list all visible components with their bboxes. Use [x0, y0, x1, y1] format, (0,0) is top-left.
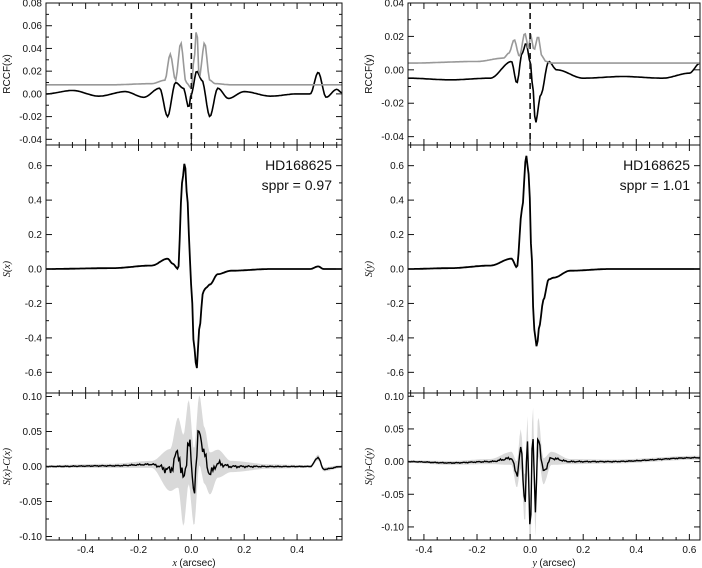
y-axis-label-top: RCCF(x): [2, 54, 13, 93]
y-tick-label: 0.05: [385, 424, 405, 435]
plot-area-right-middle: [408, 155, 700, 347]
y-tick-label: -0.2: [25, 299, 43, 310]
y-axis-label-bottom: S(x)-C(x): [2, 447, 13, 485]
x-tick-label: 0.4: [629, 545, 643, 556]
y-tick-label: -0.10: [381, 522, 404, 533]
y-tick-label: -0.6: [387, 368, 405, 379]
x-axis-label-left: x (arcsec): [171, 558, 215, 568]
uncertainty-band: [408, 407, 700, 540]
y-axis-label-bottom: S(y)-C(y): [364, 447, 375, 485]
panel-right-bottom: -0.10 -0.05 0.00 0.05 0.10 S(y)-C(y): [364, 392, 701, 541]
y-tick-label: -0.02: [19, 112, 42, 123]
x-tick-label: 0.2: [237, 545, 251, 556]
rccf-series-black: [46, 70, 342, 119]
rccf-series-black: [408, 43, 700, 123]
plot-area-left-bottom: [46, 395, 342, 526]
x-tick-label: 0.6: [682, 545, 696, 556]
y-tick-label: 0.0: [28, 265, 42, 276]
y-tick-label: 0.0: [390, 265, 404, 276]
x-axis-label-right: y (arcsec): [531, 558, 575, 568]
x-tick-label: -0.4: [415, 545, 433, 556]
y-tick-label: -0.4: [387, 333, 405, 344]
y-tick-label: 0.05: [23, 427, 43, 438]
y-tick-label: 0.00: [385, 457, 405, 468]
y-tick-label: -0.05: [19, 497, 42, 508]
y-tick-label: 0.00: [385, 65, 405, 76]
y-tick-label: -0.4: [25, 333, 43, 344]
y-axis-label-middle: S(y): [364, 260, 375, 277]
y-tick-label: -0.6: [25, 368, 43, 379]
panel-right-top: -0.04 -0.02 0.00 0.02 0.04 RCCF(y): [364, 0, 701, 146]
y-axis-label-middle: S(x): [2, 260, 13, 277]
y-tick-label: -0.02: [381, 99, 404, 110]
y-axis-label-top: RCCF(y): [364, 54, 375, 93]
uncertainty-band: [46, 395, 342, 526]
x-tick-label: -0.2: [130, 545, 148, 556]
y-tick-label: 0.00: [23, 462, 43, 473]
panel-frame: [407, 392, 701, 541]
plot-area-right-top: [408, 32, 700, 123]
signal-line: [46, 163, 342, 369]
panel-frame: [45, 2, 343, 146]
y-tick-label: 0.6: [390, 161, 404, 172]
y-tick-label: 0.2: [28, 230, 42, 241]
y-tick-label: 0.08: [23, 0, 43, 10]
x-tick-label: 0.0: [184, 545, 198, 556]
y-tick-label: -0.10: [19, 532, 42, 543]
panel-frame: [407, 2, 701, 146]
y-tick-label: 0.02: [385, 32, 405, 43]
y-tick-label: 0.02: [23, 67, 43, 78]
y-tick-label: -0.04: [381, 132, 404, 143]
y-tick-label: 0.6: [28, 161, 42, 172]
x-tick-label: -0.4: [77, 545, 95, 556]
y-tick-label: 0.4: [28, 196, 42, 207]
x-tick-label: 0.0: [523, 545, 537, 556]
y-tick-label: -0.04: [19, 135, 42, 146]
star-name-annotation: HD168625: [265, 157, 332, 173]
sppr-annotation: sppr = 0.97: [262, 177, 333, 193]
x-tick-label: 0.2: [576, 545, 590, 556]
y-tick-label: 0.04: [23, 44, 43, 55]
y-tick-label: 0.04: [385, 0, 405, 10]
y-tick-label: 0.00: [23, 89, 43, 100]
plot-area-left-middle: [46, 163, 342, 369]
rccf-series-gray: [408, 32, 700, 64]
y-tick-label: -0.2: [387, 299, 405, 310]
sppr-annotation: sppr = 1.01: [620, 177, 691, 193]
panel-left-top: -0.04 -0.02 0.00 0.02 0.04 0.06 0.08 RCCF(x): [2, 0, 343, 146]
y-tick-label: 0.4: [390, 196, 404, 207]
y-tick-label: 0.2: [390, 230, 404, 241]
x-tick-label: -0.2: [468, 545, 486, 556]
plot-area-left-top: [46, 32, 342, 119]
residual-line: [46, 429, 342, 494]
rccf-series-gray: [46, 32, 342, 90]
signal-line: [408, 155, 700, 347]
plot-area-right-bottom: [408, 407, 700, 540]
panel-right-middle: -0.6 -0.4 -0.2 0.0 0.2 0.4 0.6 S(y) HD168625 sppr…: [364, 144, 701, 394]
panel-left-middle: -0.6 -0.4 -0.2 0.0 0.2 0.4 0.6 S(x) HD168625 sppr…: [2, 144, 343, 394]
star-name-annotation: HD168625: [623, 157, 690, 173]
y-tick-label: 0.10: [385, 392, 405, 403]
residual-line: [408, 437, 700, 525]
panel-left-bottom: -0.10 -0.05 0.00 0.05 0.10 S(x)-C(x): [2, 392, 343, 543]
y-tick-label: 0.10: [23, 392, 43, 403]
x-tick-label: 0.4: [290, 545, 304, 556]
y-tick-label: 0.06: [23, 21, 43, 32]
y-tick-label: -0.05: [381, 490, 404, 501]
